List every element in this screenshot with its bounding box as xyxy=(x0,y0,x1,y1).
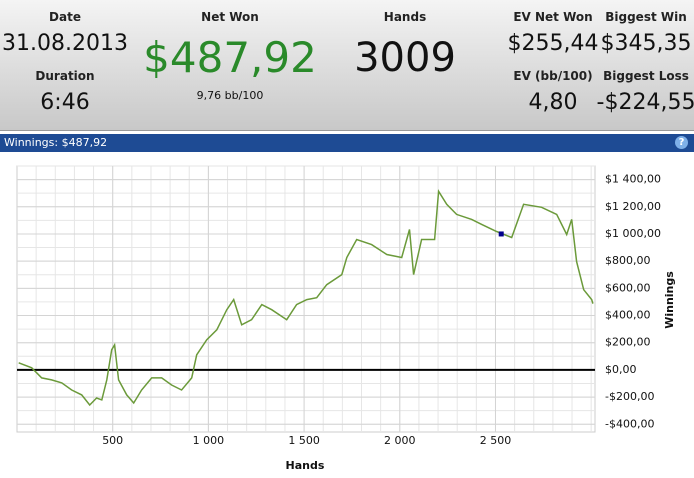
y-tick-label: $800,00 xyxy=(605,254,651,267)
stat-value: -$224,55 xyxy=(596,90,694,115)
stat-label: EV (bb/100) xyxy=(513,69,593,83)
net-won-value: $487,92 xyxy=(143,33,317,82)
stat-label: Biggest Loss xyxy=(603,69,689,83)
stat-label: Net Won xyxy=(201,10,259,24)
y-tick-label: $200,00 xyxy=(605,336,651,349)
x-tick-label: 500 xyxy=(102,434,123,447)
y-tick-label: $1 200,00 xyxy=(605,200,661,213)
stat-label: Biggest Win xyxy=(605,10,687,24)
y-tick-label: $600,00 xyxy=(605,281,651,294)
hands-value: 3009 xyxy=(354,35,456,81)
stat-value: $255,44 xyxy=(507,31,599,56)
panel-title-bar: Winnings: $487,92 ? xyxy=(0,134,694,152)
stats-header: Date 31.08.2013 Duration 6:46 Net Won $4… xyxy=(0,0,694,131)
stat-label: Date xyxy=(49,10,81,24)
y-tick-label: $1 400,00 xyxy=(605,173,661,186)
panel-title: Winnings: $487,92 xyxy=(4,136,108,149)
stat-value: 6:46 xyxy=(40,90,90,115)
x-tick-label: 2 500 xyxy=(480,434,512,447)
x-tick-label: 2 000 xyxy=(384,434,416,447)
y-tick-label: $400,00 xyxy=(605,309,651,322)
help-button[interactable]: ? xyxy=(675,136,688,149)
chart: -$400,00 -$200,00 $0,00 $200,00 $400,00 $600,… xyxy=(16,165,676,472)
stat-label: EV Net Won xyxy=(513,10,593,24)
stat-sub: 9,76 bb/100 xyxy=(196,89,264,102)
y-tick-label: -$200,00 xyxy=(605,390,654,403)
stat-label: Duration xyxy=(35,69,95,83)
x-tick-label: 1 000 xyxy=(193,434,225,447)
y-axis-label: Winnings xyxy=(663,271,676,329)
y-tick-label: -$400,00 xyxy=(605,417,654,430)
stat-value: 31.08.2013 xyxy=(2,31,128,56)
x-axis-label: Hands xyxy=(286,459,325,472)
y-tick-label: $1 000,00 xyxy=(605,227,661,240)
stat-label: Hands xyxy=(383,10,427,24)
y-tick-label: $0,00 xyxy=(605,363,637,376)
winnings-line xyxy=(18,188,594,407)
stat-value: $345,35 xyxy=(600,31,692,56)
stat-value: 4,80 xyxy=(528,90,578,115)
marker-point xyxy=(498,231,504,237)
x-tick-label: 1 500 xyxy=(288,434,320,447)
plot-area xyxy=(16,165,596,433)
